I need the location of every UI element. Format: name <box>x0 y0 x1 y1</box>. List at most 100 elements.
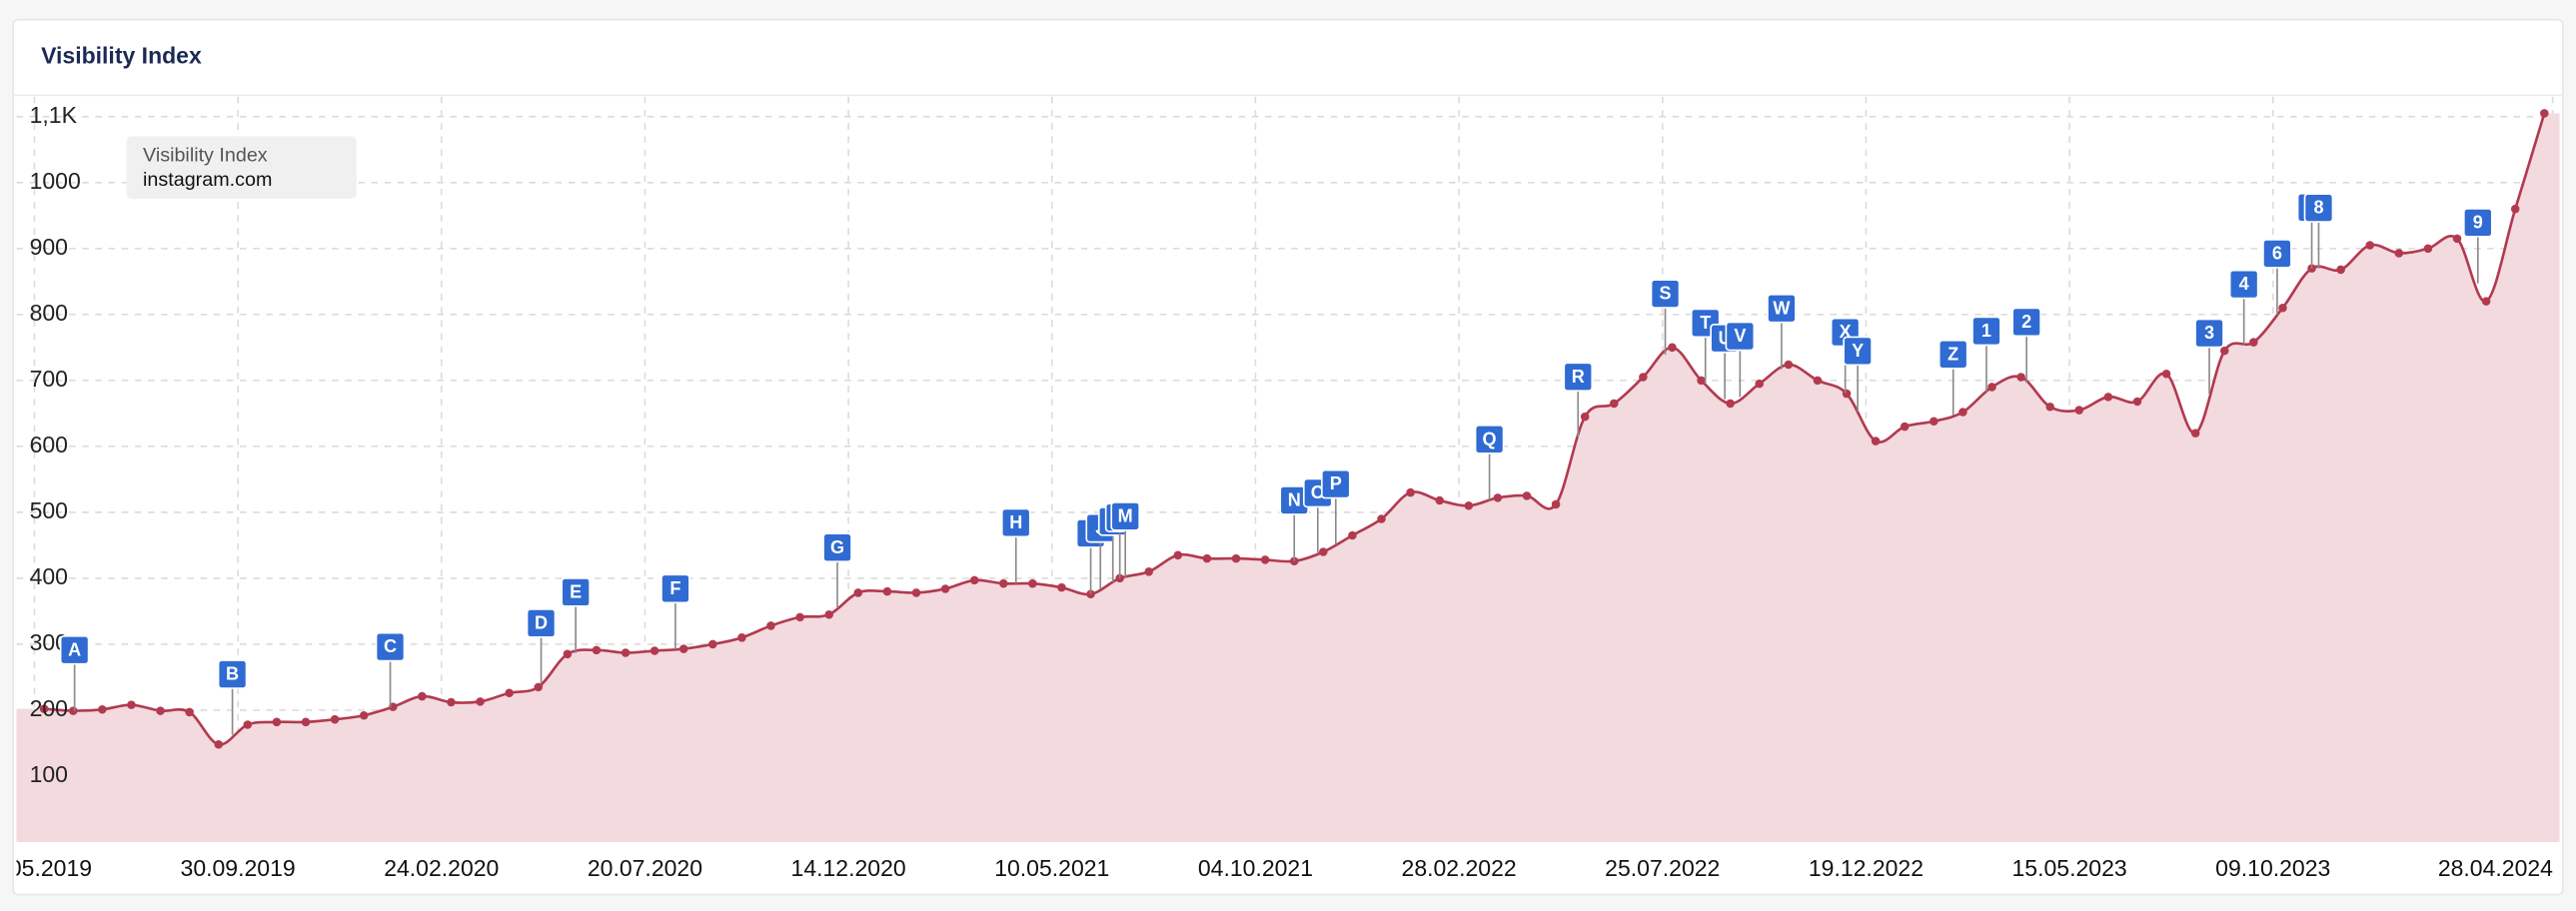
event-marker: R <box>1563 362 1594 439</box>
x-tick-label: 24.02.2020 <box>384 855 499 881</box>
data-point <box>2103 393 2113 402</box>
data-point <box>534 682 544 692</box>
marker-label: E <box>570 581 582 601</box>
legend: Visibility Index instagram.com <box>126 136 357 199</box>
data-point <box>969 575 979 585</box>
marker-label: 6 <box>2272 244 2282 264</box>
marker-box <box>1650 279 1681 309</box>
data-point <box>2016 373 2025 382</box>
data-point <box>2278 303 2287 313</box>
event-marker: N <box>1279 485 1310 561</box>
data-point <box>882 586 892 596</box>
marker-label: M <box>1118 505 1133 525</box>
event-marker: Z <box>1937 340 1968 416</box>
x-tick-label: 10.05.2021 <box>994 855 1109 881</box>
data-point <box>1202 553 1212 563</box>
event-marker: S <box>1650 279 1681 355</box>
event-marker: M <box>1110 501 1141 577</box>
data-point <box>2161 369 2171 379</box>
event-marker: F <box>660 573 690 650</box>
data-point <box>999 578 1008 588</box>
data-point <box>185 707 194 717</box>
event-marker: V <box>1725 321 1756 398</box>
marker-label: 9 <box>2473 213 2483 233</box>
data-point <box>2190 429 2200 438</box>
event-marker: A <box>59 634 90 711</box>
marker-box <box>1843 336 1873 367</box>
x-tick-label: 04.10.2021 <box>1198 855 1313 881</box>
y-tick-label: 700 <box>30 366 68 392</box>
marker-box <box>2303 193 2334 223</box>
marker-label: F <box>669 578 680 598</box>
data-point <box>98 705 107 714</box>
data-point <box>1231 553 1241 563</box>
event-marker: E <box>561 577 591 653</box>
event-marker: 6 <box>2262 239 2292 315</box>
data-point <box>243 720 253 729</box>
marker-box <box>1725 321 1756 352</box>
data-point <box>418 691 427 701</box>
x-tick-label: 15.05.2023 <box>2012 855 2127 881</box>
data-point <box>621 648 631 657</box>
data-point <box>330 714 340 724</box>
y-tick-label: 200 <box>30 695 68 721</box>
marker-box <box>1937 340 1968 370</box>
data-point <box>1668 343 1677 353</box>
data-point <box>1377 514 1386 523</box>
marker-box <box>1321 468 1351 499</box>
legend-title: Visibility Index <box>143 144 268 166</box>
marker-box <box>375 631 406 662</box>
data-point <box>1930 417 1938 427</box>
data-point <box>2336 265 2345 275</box>
y-tick-label: 600 <box>30 432 68 457</box>
data-point <box>940 584 950 593</box>
y-tick-label: 1000 <box>30 168 81 194</box>
marker-box <box>660 573 690 604</box>
marker-label: P <box>1330 473 1342 493</box>
data-point <box>2452 234 2462 244</box>
legend-box <box>126 136 357 199</box>
data-point <box>476 697 485 706</box>
event-marker: G <box>822 532 852 608</box>
data-point <box>1464 501 1474 510</box>
data-point <box>2423 244 2433 254</box>
marker-label: T <box>1700 313 1711 333</box>
data-point <box>592 645 602 655</box>
data-point <box>2365 241 2375 250</box>
data-point <box>1784 360 1794 370</box>
marker-box <box>1563 362 1594 393</box>
data-point <box>1987 383 1996 392</box>
event-marker: 8 <box>2303 193 2334 269</box>
event-marker: W <box>1767 293 1797 370</box>
data-point <box>2249 338 2258 347</box>
data-point <box>649 646 659 655</box>
data-point <box>1057 582 1066 592</box>
data-point <box>2394 249 2404 258</box>
data-point <box>1697 376 1706 386</box>
event-marker: 3 <box>2194 318 2224 395</box>
data-point <box>2219 346 2229 356</box>
marker-label: 2 <box>2021 312 2031 332</box>
x-tick-label: 19.12.2022 <box>1809 855 1924 881</box>
data-point <box>795 612 804 622</box>
data-point <box>2540 109 2549 118</box>
marker-box <box>2463 208 2493 238</box>
marker-label: A <box>68 639 81 659</box>
data-point <box>301 717 311 727</box>
marker-label: B <box>226 664 239 684</box>
data-point <box>1522 491 1532 500</box>
data-point <box>853 588 863 597</box>
event-marker: 9 <box>2463 208 2493 284</box>
marker-label: 3 <box>2204 323 2214 343</box>
marker-label: V <box>1734 326 1746 346</box>
event-marker: 1 <box>1971 316 2001 393</box>
marker-label: C <box>384 636 397 656</box>
marker-label: Q <box>1483 429 1497 449</box>
x-tick-label: 28.02.2022 <box>1402 855 1517 881</box>
data-point <box>737 633 746 642</box>
data-point <box>911 588 921 597</box>
marker-box <box>526 608 557 638</box>
data-point <box>447 697 456 707</box>
y-tick-label: 1,1K <box>30 102 78 128</box>
